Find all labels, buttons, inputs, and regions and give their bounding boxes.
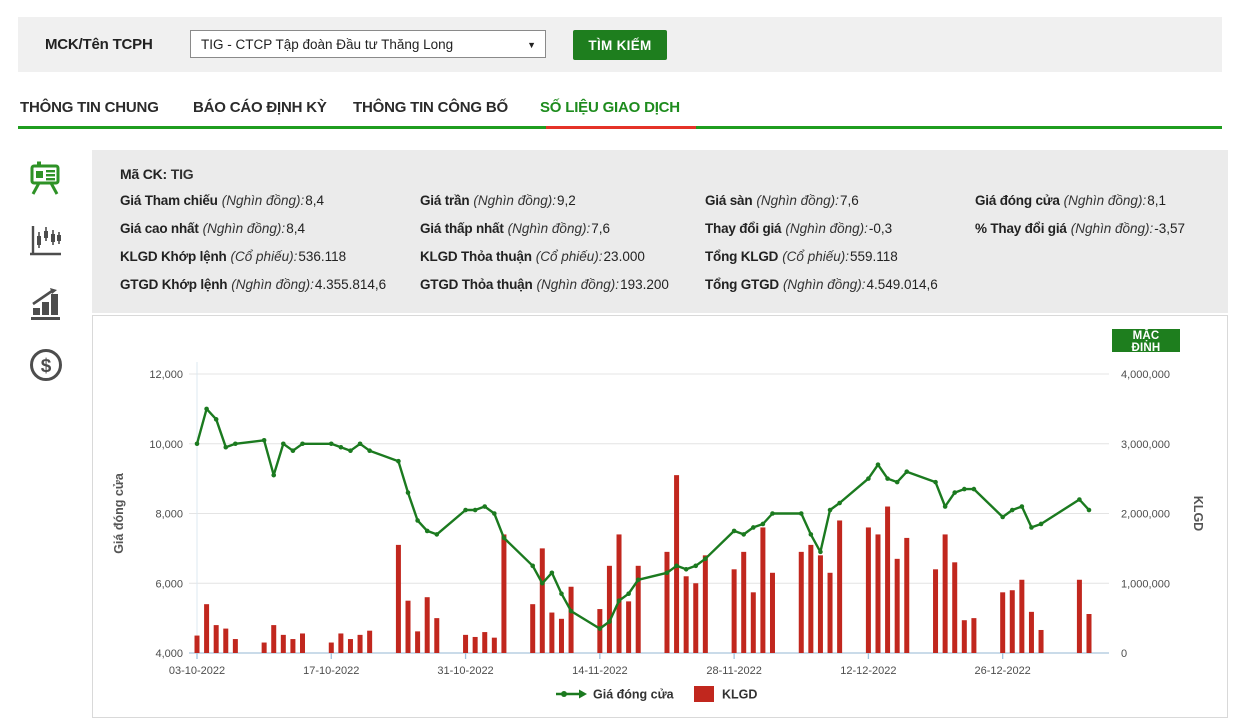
svg-text:10,000: 10,000 <box>149 439 183 451</box>
tab-thong-tin-chung[interactable]: THÔNG TIN CHUNG <box>20 99 159 116</box>
stock-info-cell: GTGD Khớp lệnh (Nghìn đồng):4.355.814,6 <box>120 277 387 292</box>
volume-bars <box>194 475 1092 653</box>
svg-text:12-12-2022: 12-12-2022 <box>840 665 896 677</box>
stock-info-cell: Giá cao nhất (Nghìn đồng):8,4 <box>120 221 305 236</box>
svg-text:0: 0 <box>1121 648 1127 660</box>
stock-info-cell <box>975 249 1228 277</box>
svg-text:$: $ <box>41 356 52 377</box>
stock-info-cell: GTGD Thỏa thuận (Nghìn đồng):193.200 <box>420 277 669 292</box>
right-axis-title: KLGD <box>1191 496 1205 531</box>
stock-code-label: Mã CK: <box>120 166 168 182</box>
svg-text:1,000,000: 1,000,000 <box>1121 578 1170 590</box>
svg-text:26-12-2022: 26-12-2022 <box>975 665 1031 677</box>
price-volume-chart[interactable]: 12,000 4,000,000 10,000 3,000,000 8,000 2,000… <box>93 316 1229 719</box>
svg-text:2,000,000: 2,000,000 <box>1121 509 1170 521</box>
svg-text:Giá đóng cửa: Giá đóng cửa <box>593 688 675 702</box>
stock-info-cell: Giá đóng cửa (Nghìn đồng):8,1 <box>975 193 1166 208</box>
tab-bao-cao-dinh-ky[interactable]: BÁO CÁO ĐỊNH KỲ <box>193 99 327 116</box>
candlestick-chart-icon[interactable] <box>27 222 65 260</box>
trading-chart-card: 12,000 4,000,000 10,000 3,000,000 8,000 2,000… <box>92 315 1228 718</box>
svg-text:8,000: 8,000 <box>155 509 183 521</box>
grid-lines <box>189 362 1109 654</box>
svg-text:KLGD: KLGD <box>722 688 757 702</box>
stock-info-cell <box>975 277 1228 305</box>
search-button[interactable]: TÌM KIẾM <box>573 30 667 60</box>
svg-text:03-10-2022: 03-10-2022 <box>169 665 225 677</box>
stock-info-cell: Tổng KLGD (Cổ phiếu):559.118 <box>705 249 898 264</box>
x-axis: 03-10-2022 17-10-2022 31-10-2022 14-11-2022… <box>169 649 1031 677</box>
stock-info-cell: KLGD Thỏa thuận (Cổ phiếu):23.000 <box>420 249 645 264</box>
svg-text:4,000,000: 4,000,000 <box>1121 369 1170 381</box>
chart-legend[interactable]: Giá đóng cửa KLGD <box>556 686 757 702</box>
svg-text:6,000: 6,000 <box>155 578 183 590</box>
stock-code: Mã CK: TIG <box>120 166 1228 182</box>
svg-text:28-11-2022: 28-11-2022 <box>706 665 761 677</box>
svg-text:4,000: 4,000 <box>155 648 183 660</box>
svg-text:14-11-2022: 14-11-2022 <box>572 665 627 677</box>
stock-info-cell: % Thay đổi giá (Nghìn đồng):-3,57 <box>975 221 1186 236</box>
tab-thong-tin-cong-bo[interactable]: THÔNG TIN CÔNG BỐ <box>353 99 508 116</box>
symbol-select-value: TIG - CTCP Tập đoàn Đầu tư Thăng Long <box>201 37 454 52</box>
presentation-chart-icon[interactable] <box>27 160 65 198</box>
tab-bar: THÔNG TIN CHUNG BÁO CÁO ĐỊNH KỲ THÔNG TI… <box>18 99 1222 131</box>
left-axis-title: Giá đóng cửa <box>112 472 126 554</box>
svg-text:12,000: 12,000 <box>149 369 183 381</box>
dollar-coin-icon[interactable]: $ <box>27 346 65 384</box>
bar-chart-growth-icon[interactable] <box>27 284 65 322</box>
search-bar: MCK/Tên TCPH TIG - CTCP Tập đoàn Đầu tư … <box>18 17 1222 72</box>
stock-info-grid: Giá Tham chiếu (Nghìn đồng):8,4 Giá trần (N… <box>120 193 1228 305</box>
stock-code-value: TIG <box>170 166 194 182</box>
svg-text:31-10-2022: 31-10-2022 <box>437 665 493 677</box>
stock-summary-panel: Mã CK: TIG Giá Tham chiếu (Nghìn đồng):8,… <box>92 150 1228 313</box>
price-line <box>194 406 1092 631</box>
stock-info-cell: KLGD Khớp lệnh (Cổ phiếu):536.118 <box>120 249 347 264</box>
default-range-button[interactable]: MẶC ĐỊNH <box>1112 329 1180 354</box>
stock-info-cell: Giá trần (Nghìn đồng):9,2 <box>420 193 576 208</box>
stock-info-cell: Giá sàn (Nghìn đồng):7,6 <box>705 193 859 208</box>
symbol-select[interactable]: TIG - CTCP Tập đoàn Đầu tư Thăng Long ▼ <box>190 30 546 58</box>
svg-text:17-10-2022: 17-10-2022 <box>303 665 359 677</box>
stock-info-cell: Giá Tham chiếu (Nghìn đồng):8,4 <box>120 193 325 208</box>
stock-info-cell: Giá thấp nhất (Nghìn đồng):7,6 <box>420 221 610 236</box>
symbol-select-label: MCK/Tên TCPH <box>45 36 153 53</box>
active-tab-underline <box>546 126 696 129</box>
stock-info-cell: Thay đổi giá (Nghìn đồng):-0,3 <box>705 221 893 236</box>
chevron-down-icon: ▼ <box>527 40 536 50</box>
stock-info-cell: Tổng GTGD (Nghìn đồng):4.549.014,6 <box>705 277 938 292</box>
svg-text:3,000,000: 3,000,000 <box>1121 439 1170 451</box>
tab-so-lieu-giao-dich[interactable]: SỐ LIỆU GIAO DỊCH <box>540 99 680 116</box>
